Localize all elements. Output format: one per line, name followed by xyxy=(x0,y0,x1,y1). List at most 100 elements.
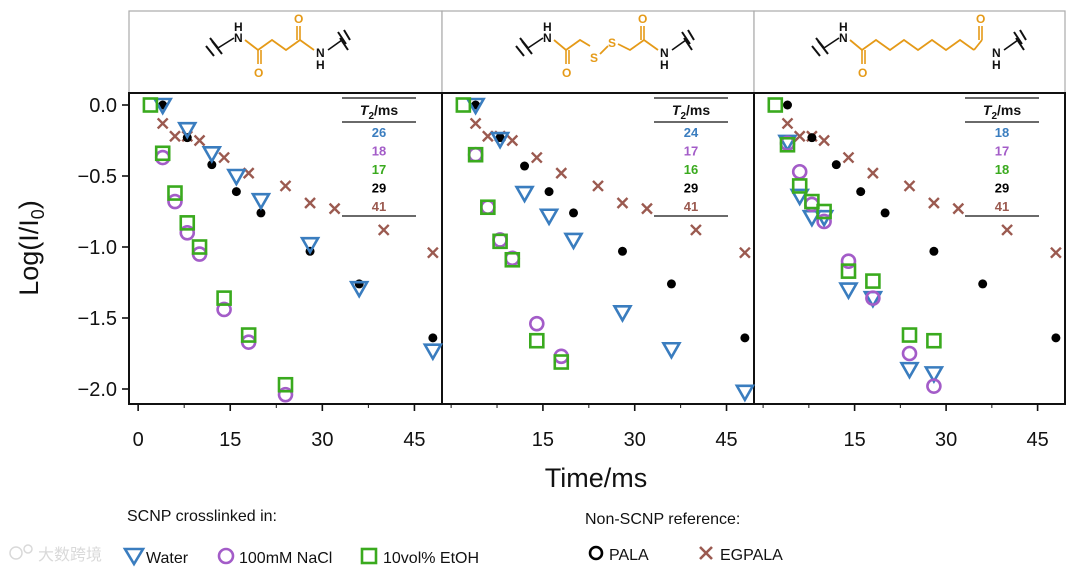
etoh-point xyxy=(553,354,570,370)
x-tick-label: 30 xyxy=(311,429,333,451)
nacl-point xyxy=(816,213,832,230)
etoh-point xyxy=(179,215,196,231)
pala-point xyxy=(207,160,217,170)
egpala-point xyxy=(156,117,169,130)
egpala-point xyxy=(867,167,879,180)
etoh-point xyxy=(216,290,232,306)
etoh-point xyxy=(791,178,808,194)
svg-text:O: O xyxy=(254,66,263,80)
t2-value-etoh: 16 xyxy=(684,162,698,177)
svg-text:N: N xyxy=(839,31,848,45)
egpala-point xyxy=(592,180,604,192)
t2-value-egpala: 41 xyxy=(684,199,698,214)
t2-table-header: T2/ms xyxy=(672,102,710,122)
svg-text:N: N xyxy=(543,31,552,45)
egpala-point xyxy=(781,117,794,130)
svg-text:N: N xyxy=(234,31,243,45)
x-tick-label: 15 xyxy=(843,429,865,451)
t2-value-water: 26 xyxy=(372,125,386,140)
legend-egpala-label: EGPALA xyxy=(720,547,783,564)
pala-point xyxy=(1051,333,1061,343)
pala-point xyxy=(807,133,817,143)
pala-point xyxy=(880,208,890,218)
etoh-point xyxy=(277,376,294,393)
panel-3-frame xyxy=(753,92,1066,405)
legend-ref-title: Non-SCNP reference: xyxy=(585,511,740,528)
svg-text:H: H xyxy=(992,58,1001,72)
structure-3-drawing: N H O O N H xyxy=(811,12,1027,80)
water-point xyxy=(348,280,370,299)
t2-table-header: T2/ms xyxy=(360,102,398,122)
etoh-point xyxy=(455,97,472,113)
panel-2-frame xyxy=(441,92,755,405)
svg-text:S: S xyxy=(590,51,598,65)
svg-text:O: O xyxy=(562,66,571,80)
etoh-point xyxy=(154,145,171,162)
y-tick-label: −1.0 xyxy=(78,237,117,259)
water-point xyxy=(538,208,560,227)
water-point xyxy=(612,305,633,323)
nacl-point xyxy=(154,149,171,166)
x-tick-label: 30 xyxy=(935,429,957,451)
egpala-point xyxy=(193,134,206,147)
nacl-point xyxy=(179,225,196,241)
etoh-point xyxy=(779,136,796,153)
legend-egpala-marker xyxy=(699,546,713,560)
t2-value-nacl: 17 xyxy=(684,144,698,159)
watermark-text: 大数跨境 xyxy=(38,545,102,564)
svg-text:N: N xyxy=(660,46,669,60)
etoh-point xyxy=(240,327,257,343)
etoh-point xyxy=(840,263,857,279)
structure-box-2 xyxy=(441,10,755,94)
etoh-point xyxy=(480,199,496,216)
etoh-point xyxy=(142,97,159,113)
pala-point xyxy=(831,160,841,170)
t2-value-pala: 29 xyxy=(372,181,386,196)
t2-value-water: 18 xyxy=(995,125,1009,140)
water-point xyxy=(250,192,272,211)
pala-point xyxy=(740,333,750,343)
data-points xyxy=(142,97,1062,403)
nacl-point xyxy=(791,163,808,180)
t2-value-etoh: 17 xyxy=(372,162,386,177)
pala-point xyxy=(520,161,530,171)
egpala-point xyxy=(377,224,390,236)
panel-1-t2-table: T2/ms 26 18 17 29 41 xyxy=(342,97,416,217)
egpala-point xyxy=(1050,246,1062,259)
egpala-point xyxy=(952,202,965,215)
legend-scnp-title: SCNP crosslinked in: xyxy=(127,508,277,525)
pala-point xyxy=(856,187,866,197)
etoh-point xyxy=(528,332,545,349)
etoh-point xyxy=(191,239,208,255)
nacl-point xyxy=(167,193,183,210)
y-axis-label-text: Log(I/I0) xyxy=(14,200,48,296)
egpala-point xyxy=(506,134,519,147)
water-point xyxy=(838,282,859,301)
egpala-point xyxy=(641,202,653,215)
egpala-point xyxy=(793,130,806,143)
etoh-point xyxy=(865,273,881,289)
x-axis: 0 15 30 45 15 30 45 15 30 45 xyxy=(133,404,1049,451)
t2-tables: T2/ms 26 18 17 29 41 T2/ms 24 17 16 29 41 T2/ms 18 17 1… xyxy=(342,97,1039,217)
nacl-point xyxy=(528,315,545,332)
pala-point xyxy=(929,246,939,256)
pala-point xyxy=(354,279,364,289)
t2-value-egpala: 41 xyxy=(372,199,386,214)
t2-table-header: T2/ms xyxy=(983,102,1021,122)
nacl-point xyxy=(901,345,918,362)
egpala-point xyxy=(739,246,751,259)
water-point xyxy=(661,341,682,360)
svg-text:N: N xyxy=(992,46,1001,60)
egpala-point xyxy=(903,180,916,192)
nacl-point xyxy=(467,146,484,163)
x-tick-label: 45 xyxy=(715,429,737,451)
structure-header: N H O O N H N H O S S O N xyxy=(128,10,1066,94)
legend-pala-marker xyxy=(588,545,604,561)
egpala-point xyxy=(842,151,855,164)
water-point xyxy=(489,131,511,150)
t2-value-pala: 29 xyxy=(995,181,1009,196)
pala-point xyxy=(569,208,579,218)
t2-value-egpala: 41 xyxy=(995,199,1009,214)
svg-text:N: N xyxy=(316,46,325,60)
